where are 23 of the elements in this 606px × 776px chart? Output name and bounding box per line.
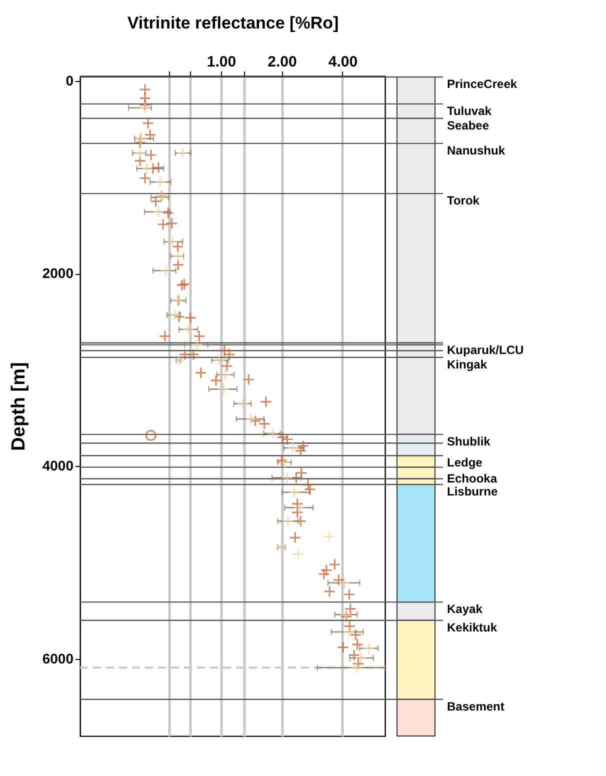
ref-line-label: Nanushuk xyxy=(447,143,506,158)
x-axis-title: Vitrinite reflectance [%Ro] xyxy=(127,14,339,32)
y-tick-label: 2000 xyxy=(42,265,74,282)
ref-line-label: Kekiktuk xyxy=(447,620,498,634)
ref-line-label: Ledge xyxy=(447,456,483,470)
y-axis-title: Depth [m] xyxy=(8,362,30,451)
ref-line-label: Kingak xyxy=(447,357,488,372)
ref-line-label: Basement xyxy=(447,699,504,714)
x-tick-label: 1.00 xyxy=(206,54,236,70)
ref-line-label: PrinceCreek xyxy=(447,76,518,91)
ref-line-label: Echooka xyxy=(447,472,498,486)
y-tick-label: 6000 xyxy=(42,650,74,666)
ref-line-label: Shublik xyxy=(447,434,491,448)
ref-line-label: Kayak xyxy=(447,602,483,616)
x-tick-label: 4.00 xyxy=(328,54,358,70)
y-tick-label: 0 xyxy=(66,72,74,88)
ref-line-label: Torok xyxy=(447,194,480,208)
ref-line-label: Seabee xyxy=(447,118,490,132)
ref-line-label: Kuparuk/LCU xyxy=(447,342,524,357)
y-tick-label: 4000 xyxy=(42,458,74,474)
x-tick-label: 2.00 xyxy=(268,54,297,70)
ref-line-label: Lisburne xyxy=(447,484,498,499)
ref-line-label: Tuluvak xyxy=(447,104,492,118)
